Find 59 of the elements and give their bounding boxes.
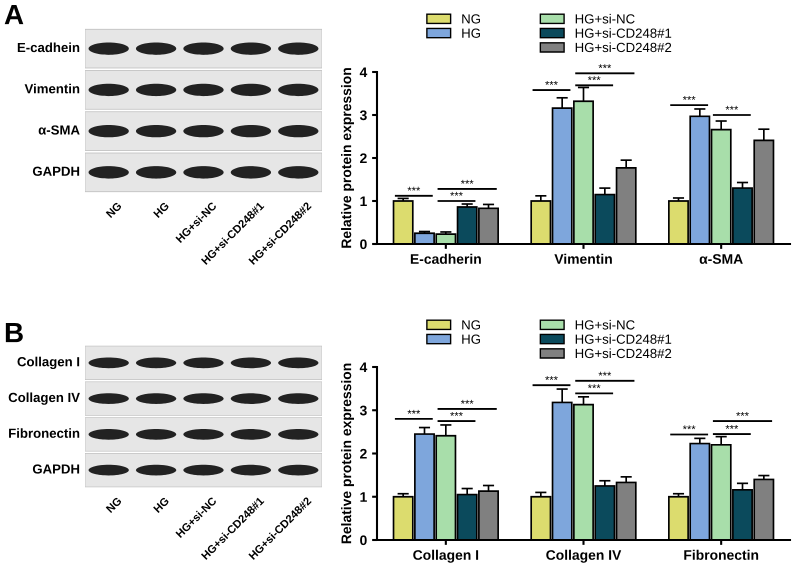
text: NG bbox=[106, 202, 122, 218]
x-tick-label: α-SMA bbox=[700, 254, 743, 264]
text: Fibronectin bbox=[9, 428, 80, 438]
annotation: *** bbox=[598, 372, 612, 376]
text: A bbox=[4, 5, 24, 24]
x-tick-label: Collagen I bbox=[413, 550, 478, 563]
legend-label: NG bbox=[462, 320, 480, 330]
y-tick-label: 3 bbox=[360, 406, 367, 416]
text: Collagen IV bbox=[8, 392, 80, 405]
x-tick-label: Fibronectin bbox=[684, 550, 758, 560]
annotation: *** bbox=[408, 186, 420, 191]
legend-label: HG+si-CD248#1 bbox=[576, 28, 672, 38]
annotation: *** bbox=[736, 412, 749, 416]
annotation: *** bbox=[726, 424, 738, 429]
text: α-SMA bbox=[38, 125, 80, 135]
text: HG bbox=[153, 202, 170, 218]
x-tick-label: Collagen IV bbox=[546, 550, 622, 563]
y-tick-label: 2 bbox=[360, 448, 367, 459]
y-tick-label: 3 bbox=[360, 110, 367, 120]
text: GAPDH bbox=[32, 166, 80, 176]
legend-label: HG+si-CD248#2 bbox=[576, 42, 672, 52]
legend-label: HG+si-NC bbox=[576, 14, 635, 24]
legend-label: NG bbox=[462, 14, 480, 24]
legend-label: HG+si-CD248#2 bbox=[576, 348, 672, 358]
annotation: *** bbox=[460, 180, 474, 184]
legend-label: HG bbox=[462, 334, 480, 344]
annotation: *** bbox=[588, 76, 600, 80]
text: Collagen I bbox=[18, 356, 80, 370]
y-tick-label: 2 bbox=[360, 153, 367, 164]
y-axis-title: Relative protein expression bbox=[341, 364, 354, 544]
text: Vimentin bbox=[24, 84, 80, 94]
legend-label: HG+si-NC bbox=[576, 320, 635, 330]
text: NG bbox=[106, 496, 122, 514]
annotation: *** bbox=[450, 412, 463, 416]
y-tick-label: 0 bbox=[360, 239, 367, 250]
x-tick-label: E-cadherin bbox=[410, 254, 481, 264]
y-tick-label: 1 bbox=[360, 196, 367, 206]
annotation: *** bbox=[545, 80, 558, 85]
text: HG bbox=[153, 496, 170, 514]
y-tick-label: 0 bbox=[360, 535, 367, 546]
y-tick-label: 1 bbox=[360, 492, 367, 502]
annotation: *** bbox=[408, 410, 420, 414]
text: B bbox=[6, 323, 23, 342]
legend-label: HG bbox=[462, 28, 480, 38]
text: E-cadhein bbox=[18, 42, 80, 52]
annotation: *** bbox=[460, 400, 474, 404]
x-tick-label: Vimentin bbox=[554, 254, 612, 264]
annotation: *** bbox=[588, 384, 600, 388]
annotation: *** bbox=[682, 96, 696, 100]
y-axis-title: Relative protein expression bbox=[341, 68, 354, 248]
text: *** bbox=[598, 64, 612, 68]
annotation: *** bbox=[726, 106, 738, 110]
text: GAPDH bbox=[32, 464, 80, 474]
legend-label: HG+si-CD248#1 bbox=[576, 334, 672, 344]
annotation: *** bbox=[450, 192, 463, 196]
annotation: *** bbox=[682, 425, 696, 430]
annotation: *** bbox=[545, 376, 558, 380]
y-tick-label: 4 bbox=[360, 362, 368, 372]
y-tick-label: 4 bbox=[360, 67, 368, 78]
